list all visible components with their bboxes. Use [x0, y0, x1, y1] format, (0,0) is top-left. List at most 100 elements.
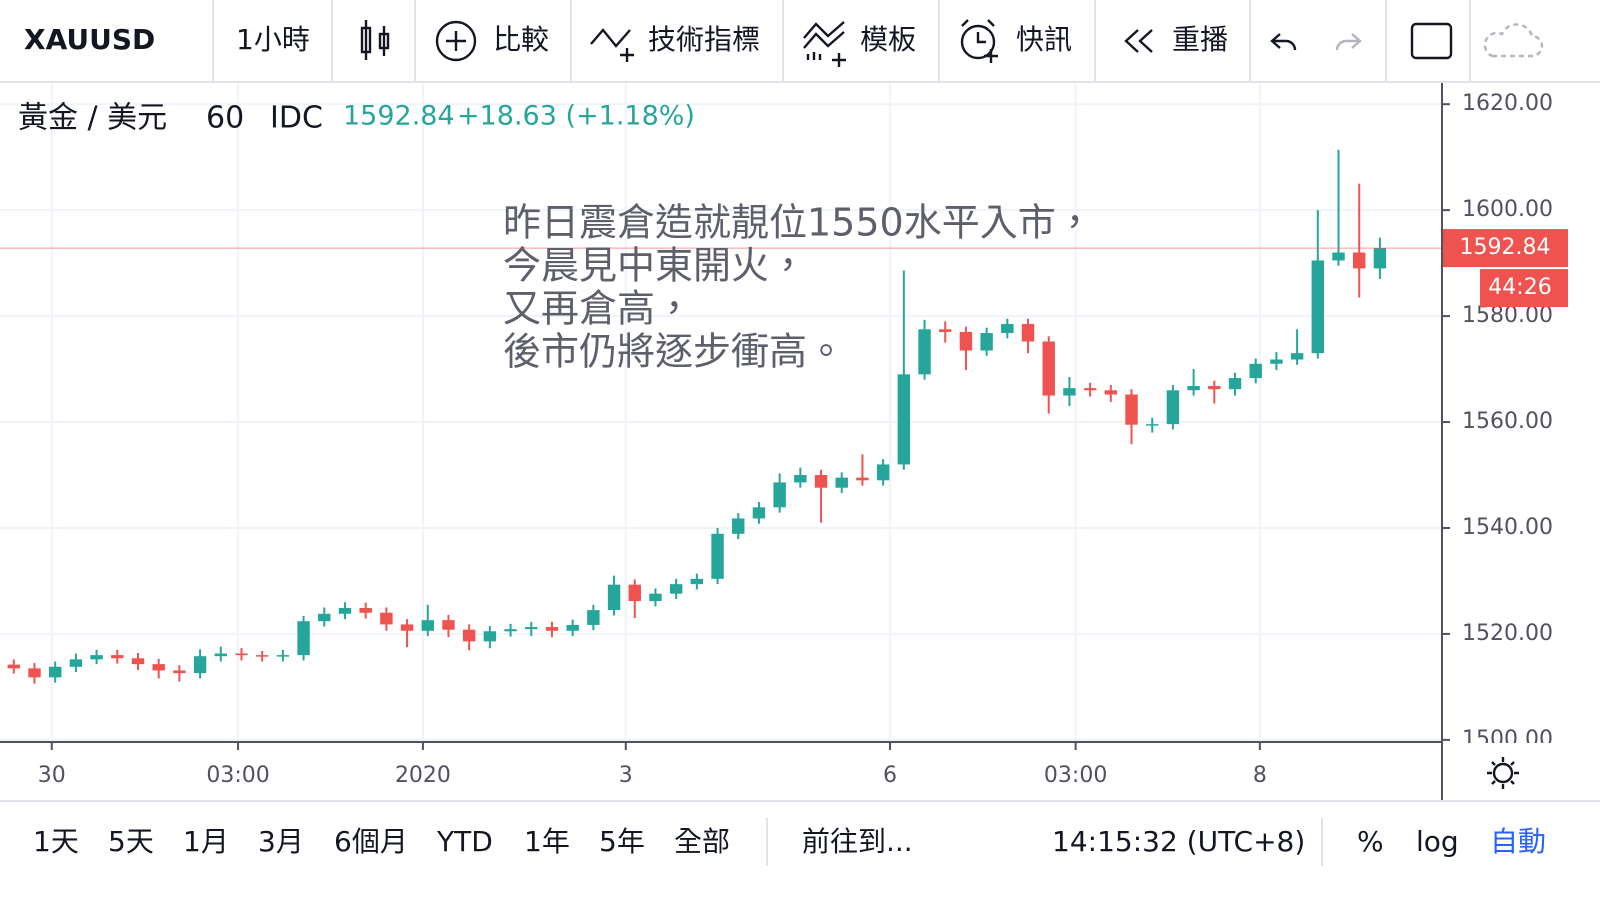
candle-body — [1001, 324, 1014, 334]
candle-body — [276, 655, 290, 657]
toolbar-button[interactable]: 比較 — [493, 23, 549, 56]
alert-icon — [960, 19, 998, 63]
compare-icon — [435, 20, 477, 62]
candle-body — [235, 653, 248, 656]
annotation-line: 今晨見中東開火， — [503, 244, 807, 288]
range-button[interactable]: 全部 — [674, 825, 730, 858]
candle-body — [193, 656, 207, 674]
candle-body — [504, 629, 517, 632]
candle-body — [794, 475, 807, 483]
auto-toggle[interactable]: 自動 — [1490, 825, 1546, 858]
settings-button[interactable] — [1487, 757, 1519, 789]
toolbar-button[interactable]: 模板 — [860, 23, 916, 56]
candle-body — [959, 331, 973, 351]
candle-body — [918, 329, 931, 375]
x-tick-label: 30 — [38, 763, 66, 788]
replay-icon — [1124, 29, 1153, 53]
redo-button[interactable] — [1335, 33, 1362, 51]
range-button[interactable]: 1月 — [183, 825, 229, 858]
candle-body — [607, 584, 621, 611]
legend-title: 黃金 / 美元 — [18, 101, 167, 136]
candle-body — [173, 670, 186, 674]
candle-body — [359, 607, 372, 613]
y-tick-label: 1580.00 — [1462, 303, 1553, 328]
y-tick-label: 1540.00 — [1462, 515, 1553, 540]
candle-body — [1125, 394, 1138, 425]
clock[interactable]: 14:15:32 (UTC+8) — [1052, 825, 1305, 858]
candle-body — [1083, 388, 1097, 391]
undo-button[interactable] — [1270, 33, 1297, 51]
candle-body — [1228, 378, 1242, 390]
candle-body — [876, 464, 890, 481]
x-tick-label: 3 — [619, 763, 633, 788]
y-tick-label: 1560.00 — [1462, 409, 1553, 434]
candle-body — [669, 584, 683, 594]
candle-body — [69, 659, 83, 667]
y-tick-label: 1520.00 — [1462, 621, 1553, 646]
candle-body — [752, 507, 766, 519]
range-button[interactable]: YTD — [436, 825, 493, 858]
candle-body — [1290, 353, 1304, 360]
annotation-line: 昨日震倉造就靚位1550水平入市， — [503, 201, 1094, 245]
candle-body — [483, 631, 497, 642]
layout-button[interactable] — [1410, 22, 1453, 60]
range-button[interactable]: 1年 — [524, 825, 570, 858]
toolbar — [0, 0, 1600, 82]
candle-body — [1104, 390, 1118, 395]
interval-button[interactable]: 1小時 — [236, 23, 310, 56]
candle-body — [939, 329, 952, 332]
candle-body — [856, 477, 869, 481]
symbol[interactable]: XAUUSD — [24, 23, 155, 56]
x-tick-label: 03:00 — [1044, 763, 1107, 788]
candle-body — [835, 477, 848, 488]
candle-body — [980, 333, 993, 351]
candle-body — [1332, 252, 1345, 261]
range-button[interactable]: 3月 — [258, 825, 304, 858]
price-axis-labels: 1500.001520.001540.001560.001580.001600.… — [1442, 91, 1553, 752]
save-button[interactable] — [1483, 23, 1544, 58]
candle-body — [1352, 252, 1366, 269]
candle-body — [525, 627, 538, 630]
goto-button[interactable]: 前往到... — [802, 825, 913, 858]
range-button[interactable]: 1天 — [33, 825, 79, 858]
candle-body — [711, 533, 724, 579]
range-buttons: 1天 5天 1月 3月 6個月 YTD 1年 5年 全部 — [33, 825, 730, 858]
candle-body — [442, 620, 455, 630]
candle-body — [111, 655, 124, 659]
toolbar-button[interactable]: 快訊 — [1016, 23, 1072, 56]
toolbar-button[interactable]: 技術指標 — [648, 23, 760, 56]
last-price-label: 1592.84 — [1460, 235, 1551, 260]
candle-body — [1208, 386, 1221, 390]
range-button[interactable]: 5天 — [108, 825, 154, 858]
candle-body — [214, 653, 227, 657]
range-button[interactable]: 5年 — [599, 825, 645, 858]
range-button[interactable]: 6個月 — [334, 825, 408, 858]
template-icon — [803, 21, 846, 67]
indicator-icon — [590, 28, 634, 62]
log-toggle[interactable]: log — [1416, 825, 1459, 858]
candle-body — [566, 624, 579, 631]
candle-body — [1373, 248, 1387, 269]
candle-body — [690, 578, 704, 585]
candles — [7, 149, 1387, 684]
legend-price: 1592.84 — [343, 101, 455, 132]
time-axis-labels: 30 03:00 2020 3 6 03:00 8 — [38, 742, 1267, 788]
candle-body — [255, 655, 269, 657]
candle-body — [338, 607, 352, 614]
legend-interval: 60 — [206, 101, 244, 136]
candle-type-icon[interactable] — [360, 20, 390, 60]
toolbar-button[interactable]: 重播 — [1172, 23, 1228, 56]
annotation-line: 又再倉高， — [503, 287, 693, 331]
x-tick-label: 8 — [1253, 763, 1267, 788]
x-tick-label: 6 — [883, 763, 897, 788]
candle-body — [48, 666, 62, 678]
legend-source: IDC — [270, 101, 323, 136]
candle-body — [1270, 359, 1283, 364]
candle-body — [421, 620, 434, 631]
candle-body — [545, 627, 559, 631]
annotation-line: 後市仍將逐步衝高。 — [503, 330, 845, 374]
candle-body — [1166, 390, 1180, 425]
percent-toggle[interactable]: % — [1357, 825, 1384, 858]
candle-body — [628, 584, 641, 602]
